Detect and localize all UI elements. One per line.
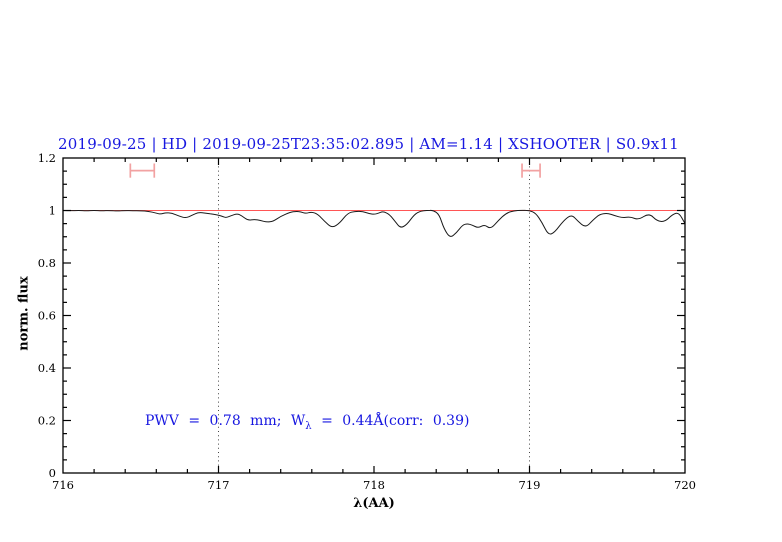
y-tick-label: 1: [49, 204, 56, 218]
range-marker: [129, 163, 156, 178]
plot-title: 2019-09-25 | HD | 2019-09-25T23:35:02.89…: [58, 135, 679, 153]
x-axis-label: λ(AA): [353, 496, 395, 511]
x-tick-label: 718: [363, 478, 385, 492]
y-tick-label: 0.2: [38, 414, 56, 428]
y-axis-label: norm. flux: [16, 276, 32, 351]
pwv-text: PWV = 0.78 mm; W: [145, 413, 306, 429]
x-tick-label: 720: [674, 478, 696, 492]
pwv-subscript-lambda: λ: [305, 420, 312, 432]
y-tick-label: 0.4: [38, 361, 56, 375]
x-tick-label: 719: [519, 478, 541, 492]
range-marker: [521, 163, 541, 178]
y-tick-label: 0.8: [38, 256, 56, 270]
y-tick-label: 0: [49, 466, 56, 480]
x-tick-label: 717: [208, 478, 230, 492]
x-tick-label: 716: [52, 478, 74, 492]
y-tick-label: 1.2: [38, 151, 56, 165]
spectrum-line: [62, 209, 686, 237]
pwv-annotation: PWV = 0.78 mm; Wλ = 0.44Å(corr: 0.39): [145, 413, 469, 432]
pwv-text-suffix: = 0.44Å(corr: 0.39): [311, 413, 470, 429]
y-tick-label: 0.6: [38, 309, 56, 323]
